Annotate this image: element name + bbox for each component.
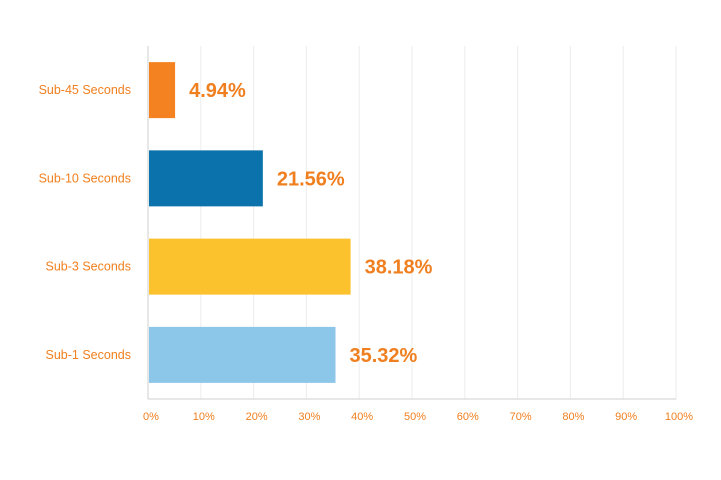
- x-tick-label: 50%: [404, 411, 426, 423]
- x-tick-label: 10%: [193, 411, 215, 423]
- x-tick-label: 40%: [351, 411, 373, 423]
- bars: [149, 62, 351, 383]
- category-label: Sub-3 Seconds: [46, 260, 131, 274]
- data-label: 35.32%: [349, 345, 417, 367]
- data-label: 4.94%: [189, 80, 246, 102]
- data-label: 21.56%: [277, 168, 345, 190]
- x-tick-label: 30%: [298, 411, 320, 423]
- bar: [149, 238, 351, 295]
- x-tick-label: 100%: [665, 411, 693, 423]
- category-label: Sub-1 Seconds: [46, 348, 131, 362]
- x-tick-label: 0%: [143, 411, 159, 423]
- x-tick-label: 80%: [562, 411, 584, 423]
- data-label: 38.18%: [365, 257, 433, 279]
- x-tick-label: 90%: [615, 411, 637, 423]
- x-tick-labels: 0% 10% 20% 30% 40% 50% 60% 70% 80% 90% 100%: [143, 411, 693, 423]
- x-tick-label: 70%: [510, 411, 532, 423]
- bar: [149, 150, 263, 207]
- category-label: Sub-10 Seconds: [39, 171, 131, 185]
- x-tick-label: 60%: [457, 411, 479, 423]
- category-labels: Sub-45 Seconds Sub-10 Seconds Sub-3 Second…: [39, 83, 131, 362]
- bar: [149, 62, 176, 119]
- axes: [147, 46, 676, 400]
- x-tick-label: 20%: [246, 411, 268, 423]
- value-labels: 4.94% 21.56% 38.18% 35.32%: [189, 80, 433, 367]
- gridlines: [200, 46, 677, 399]
- category-label: Sub-45 Seconds: [39, 83, 131, 97]
- bar: [149, 326, 336, 383]
